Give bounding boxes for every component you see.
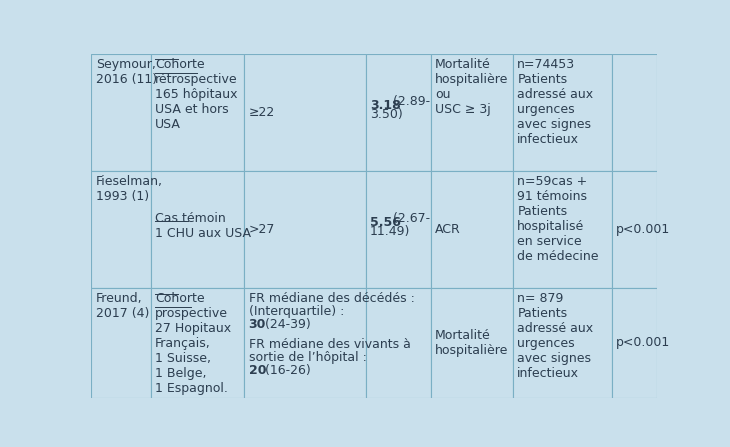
FancyBboxPatch shape <box>512 54 612 171</box>
Text: 20: 20 <box>248 364 266 377</box>
Text: p<0.001: p<0.001 <box>616 223 671 236</box>
FancyBboxPatch shape <box>612 288 657 398</box>
Text: Cohorte
rétrospective
165 hôpitaux
USA et hors
USA: Cohorte rétrospective 165 hôpitaux USA e… <box>155 58 238 131</box>
Text: p<0.001: p<0.001 <box>616 336 671 349</box>
FancyBboxPatch shape <box>431 288 512 398</box>
Text: >27: >27 <box>248 223 275 236</box>
Text: (16-26): (16-26) <box>261 364 311 377</box>
Text: (24-39): (24-39) <box>261 318 311 331</box>
FancyBboxPatch shape <box>244 288 366 398</box>
FancyBboxPatch shape <box>431 54 512 171</box>
FancyBboxPatch shape <box>244 171 366 288</box>
FancyBboxPatch shape <box>366 54 431 171</box>
Text: FR médiane des décédés :: FR médiane des décédés : <box>248 292 415 305</box>
FancyBboxPatch shape <box>91 54 150 171</box>
Text: 3.18: 3.18 <box>370 99 401 112</box>
FancyBboxPatch shape <box>91 288 150 398</box>
Text: sortie de l’hôpital :: sortie de l’hôpital : <box>248 351 366 364</box>
Text: 5.56: 5.56 <box>370 216 401 229</box>
Text: Freund,
2017 (4): Freund, 2017 (4) <box>96 292 149 320</box>
Text: (Interquartile) :: (Interquartile) : <box>248 305 344 318</box>
Text: ACR: ACR <box>435 223 461 236</box>
FancyBboxPatch shape <box>150 54 244 171</box>
FancyBboxPatch shape <box>512 288 612 398</box>
Text: Mortalité
hospitalière: Mortalité hospitalière <box>435 329 509 357</box>
FancyBboxPatch shape <box>91 171 150 288</box>
Text: n=59cas +
91 témoins
Patients
hospitalisé
en service
de médecine: n=59cas + 91 témoins Patients hospitalis… <box>518 175 599 263</box>
FancyBboxPatch shape <box>612 54 657 171</box>
Text: 30: 30 <box>248 318 266 331</box>
FancyBboxPatch shape <box>431 171 512 288</box>
FancyBboxPatch shape <box>150 288 244 398</box>
Text: Seymour,
2016 (11): Seymour, 2016 (11) <box>96 58 157 86</box>
FancyBboxPatch shape <box>366 171 431 288</box>
FancyBboxPatch shape <box>512 171 612 288</box>
Text: ≥22: ≥22 <box>248 105 274 118</box>
Text: Mortalité
hospitalière
ou
USC ≥ 3j: Mortalité hospitalière ou USC ≥ 3j <box>435 58 509 116</box>
FancyBboxPatch shape <box>244 54 366 171</box>
Text: Cas témoin
1 CHU aux USA: Cas témoin 1 CHU aux USA <box>155 212 251 240</box>
Text: 11.49): 11.49) <box>370 225 410 238</box>
Text: n=74453
Patients
adressé aux
urgences
avec signes
infectieux: n=74453 Patients adressé aux urgences av… <box>518 58 593 146</box>
Text: Fieselman,
1993 (1): Fieselman, 1993 (1) <box>96 175 163 203</box>
Text: n= 879
Patients
adressé aux
urgences
avec signes
infectieux: n= 879 Patients adressé aux urgences ave… <box>518 292 593 380</box>
Text: Cohorte
prospective
27 Hopitaux
Français,
1 Suisse,
1 Belge,
1 Espagnol.: Cohorte prospective 27 Hopitaux Français… <box>155 292 231 395</box>
FancyBboxPatch shape <box>150 171 244 288</box>
Text: FR médiane des vivants à: FR médiane des vivants à <box>248 337 410 350</box>
FancyBboxPatch shape <box>366 288 431 398</box>
FancyBboxPatch shape <box>612 171 657 288</box>
Text: (2.89-: (2.89- <box>389 95 430 108</box>
Text: (2.67-: (2.67- <box>389 212 430 225</box>
Text: 3.50): 3.50) <box>370 108 403 121</box>
